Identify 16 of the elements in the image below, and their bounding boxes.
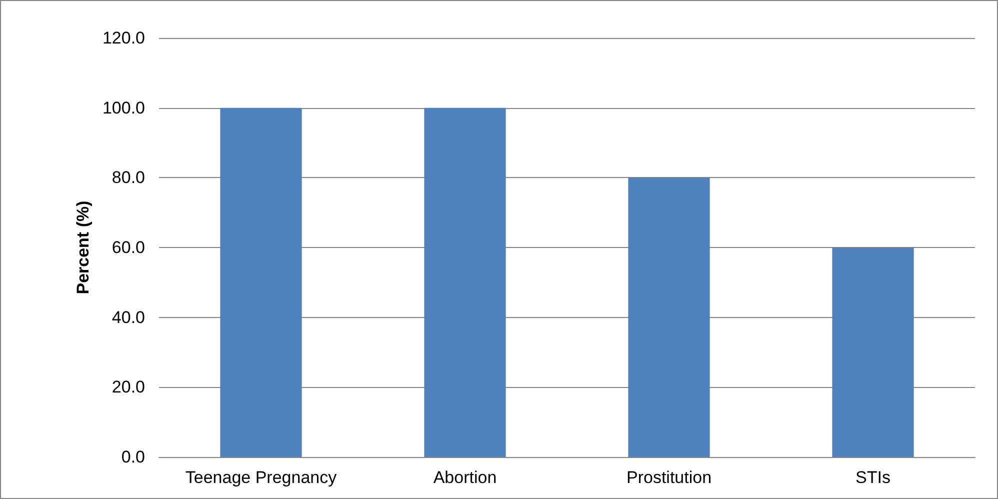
- x-tick-label: Abortion: [433, 468, 497, 487]
- x-tick-label: Prostitution: [626, 468, 712, 487]
- bar: [832, 248, 914, 457]
- y-tick-label: 60.0: [112, 238, 145, 257]
- x-tick-label: Teenage Pregnancy: [185, 468, 338, 487]
- y-tick-label: 0.0: [121, 448, 145, 466]
- bar: [220, 108, 302, 457]
- y-tick-label: 40.0: [112, 308, 145, 327]
- y-tick-label: 100.0: [102, 98, 145, 118]
- y-tick-label: 20.0: [112, 378, 145, 397]
- x-tick-label: STIs: [856, 468, 890, 487]
- y-tick-label: 120.0: [102, 28, 145, 48]
- y-tick-label: 80.0: [112, 168, 145, 188]
- y-axis-title: Percent (%): [74, 200, 93, 294]
- bar: [628, 178, 710, 457]
- bar: [424, 108, 506, 457]
